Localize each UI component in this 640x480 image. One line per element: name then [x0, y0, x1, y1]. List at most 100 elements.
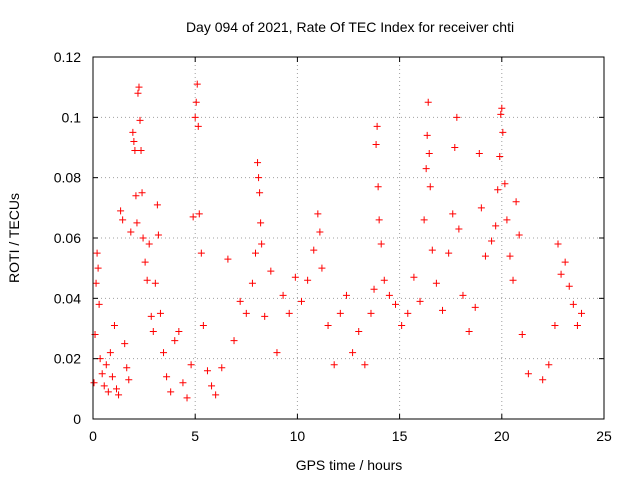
data-point	[416, 297, 424, 305]
data-point	[106, 349, 114, 357]
data-point	[497, 110, 505, 118]
data-point	[94, 264, 102, 272]
data-point	[573, 321, 581, 329]
data-point	[121, 340, 129, 348]
data-point	[273, 349, 281, 357]
data-point	[428, 246, 436, 254]
y-tick-label: 0.02	[54, 351, 81, 367]
data-point	[123, 364, 131, 372]
x-tick-label: 20	[494, 428, 510, 444]
data-point	[153, 201, 161, 209]
data-point	[324, 321, 332, 329]
data-point	[496, 153, 504, 161]
data-point	[501, 180, 509, 188]
data-point	[138, 189, 146, 197]
data-point	[475, 150, 483, 158]
data-point	[539, 376, 547, 384]
data-point	[100, 382, 108, 390]
data-point	[230, 337, 238, 345]
data-point	[141, 258, 149, 266]
data-point	[488, 237, 496, 245]
data-point	[189, 213, 197, 221]
y-tick-label: 0.06	[54, 230, 81, 246]
data-point	[279, 291, 287, 299]
data-point	[156, 309, 164, 317]
data-point	[127, 228, 135, 236]
data-point	[512, 198, 520, 206]
data-point	[154, 231, 162, 239]
data-point	[133, 219, 141, 227]
data-point	[392, 300, 400, 308]
data-point	[254, 159, 262, 167]
data-point	[134, 89, 142, 97]
data-point	[318, 264, 326, 272]
data-point	[361, 361, 369, 369]
data-point	[477, 204, 485, 212]
data-point	[380, 276, 388, 284]
data-point	[449, 210, 457, 218]
data-point	[104, 388, 112, 396]
data-point	[561, 258, 569, 266]
data-point	[316, 228, 324, 236]
data-point	[125, 376, 133, 384]
data-point	[256, 189, 264, 197]
data-point	[481, 252, 489, 260]
data-point	[471, 303, 479, 311]
data-point	[445, 249, 453, 257]
axis-ticks: 0 5 10 15 20 25 0 0.02 0.04 0.06 0.08 0.1 0.12	[54, 49, 612, 444]
data-point	[304, 276, 312, 284]
data-point	[349, 349, 357, 357]
data-point	[160, 349, 168, 357]
x-tick-label: 0	[89, 428, 97, 444]
data-point	[374, 183, 382, 191]
data-point	[261, 312, 269, 320]
y-tick-label: 0.08	[54, 170, 81, 186]
data-point	[187, 361, 195, 369]
chart-title: Day 094 of 2021, Rate Of TEC Index for r…	[186, 19, 514, 35]
data-point	[117, 207, 125, 215]
data-point	[423, 131, 431, 139]
data-point	[373, 122, 381, 130]
data-point	[110, 321, 118, 329]
data-point	[147, 312, 155, 320]
data-point	[98, 370, 106, 378]
data-point	[255, 174, 263, 182]
data-point	[377, 240, 385, 248]
x-tick-label: 15	[392, 428, 408, 444]
data-point	[385, 291, 393, 299]
data-point	[93, 249, 101, 257]
data-point	[193, 80, 201, 88]
data-point	[439, 306, 447, 314]
data-point	[451, 144, 459, 151]
data-point	[113, 385, 121, 393]
data-point	[145, 240, 153, 248]
data-point	[175, 328, 183, 336]
y-tick-label: 0	[73, 411, 81, 427]
data-point	[129, 128, 137, 136]
data-point	[578, 309, 586, 317]
data-point	[410, 273, 418, 281]
data-point	[115, 391, 123, 399]
data-point	[163, 373, 171, 381]
data-point	[554, 240, 562, 248]
x-tick-label: 10	[290, 428, 306, 444]
data-point	[336, 309, 344, 317]
x-tick-label: 25	[596, 428, 612, 444]
data-point	[370, 285, 378, 293]
data-point	[167, 388, 175, 396]
data-point	[498, 104, 506, 112]
data-point	[291, 273, 299, 281]
data-point	[257, 219, 265, 227]
data-point	[314, 210, 322, 218]
data-point	[92, 279, 100, 287]
data-point	[218, 364, 226, 372]
data-point	[310, 246, 318, 254]
data-point	[375, 216, 383, 224]
data-point	[545, 361, 553, 369]
data-point	[422, 165, 430, 173]
data-point	[192, 98, 200, 106]
data-point	[171, 337, 179, 345]
data-point	[492, 222, 500, 230]
data-point	[557, 270, 565, 278]
